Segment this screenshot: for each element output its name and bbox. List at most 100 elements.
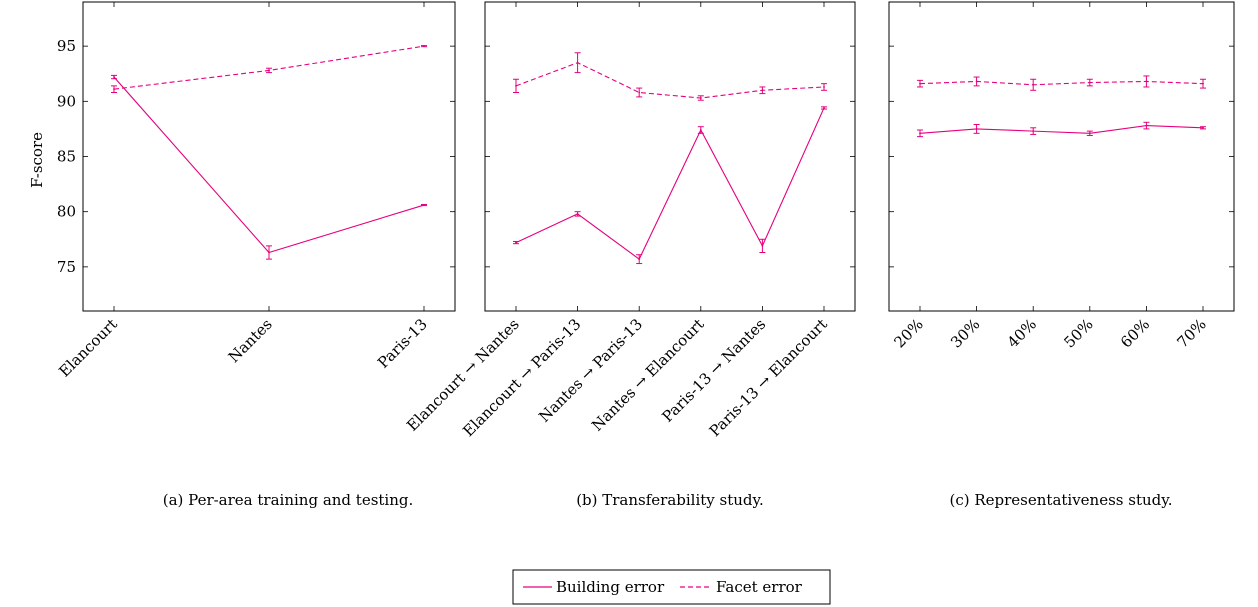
error-bar-facet-error	[266, 67, 272, 74]
data-point-facet-error	[975, 80, 978, 83]
data-point-facet-error	[699, 97, 702, 99]
error-bar-building-error	[1030, 127, 1037, 135]
error-bar-building-error	[759, 238, 766, 254]
data-point-building-error	[576, 212, 579, 215]
error-bar-facet-error	[821, 83, 827, 91]
caption-c: (c) Representativeness study.	[949, 491, 1172, 509]
data-point-building-error	[1032, 130, 1035, 133]
data-point-building-error	[638, 258, 641, 261]
data-point-facet-error	[1202, 82, 1204, 85]
x-tick-label-60: 60%	[1117, 315, 1153, 351]
error-bar-facet-error	[973, 76, 980, 87]
data-point-facet-error	[1032, 83, 1035, 86]
error-bar-facet-error	[111, 85, 117, 93]
series-line-building-error	[919, 125, 1204, 134]
error-bar-building-error	[266, 245, 272, 260]
x-tick-label-20: 20%	[891, 315, 927, 351]
plot-frame	[484, 1, 856, 312]
error-bar-building-error	[111, 74, 117, 80]
legend: Building error Facet error	[512, 569, 831, 605]
legend-label-building: Building error	[556, 578, 665, 596]
error-bar-facet-error	[759, 86, 766, 95]
x-tick-label-nantes-paris-13: Nantes → Paris-13	[535, 315, 646, 426]
plot-frame	[888, 1, 1235, 312]
error-bar-building-error	[636, 254, 643, 265]
series-line-facet-error	[515, 62, 825, 99]
x-tick-label-70: 70%	[1174, 315, 1210, 351]
data-point-facet-error	[638, 91, 641, 94]
data-point-facet-error	[823, 86, 825, 88]
y-tick-label: 90	[57, 92, 76, 110]
x-tick-label-paris-13-elancourt: Paris-13 → Elancourt	[706, 315, 831, 440]
error-bar-building-error	[1200, 126, 1206, 130]
data-point-facet-error	[1145, 80, 1148, 83]
error-bar-facet-error	[1030, 78, 1037, 91]
data-point-building-error	[823, 107, 825, 109]
y-tick-label: 95	[57, 37, 76, 55]
error-bar-facet-error	[1200, 78, 1206, 89]
error-bar-facet-error	[513, 78, 519, 93]
x-tick-label-nantes: Nantes	[225, 315, 276, 366]
y-tick-label: 85	[57, 148, 76, 166]
caption-b: (b) Transferability study.	[576, 491, 764, 509]
data-point-building-error	[1145, 124, 1148, 127]
x-tick-label-30: 30%	[947, 315, 983, 351]
data-point-building-error	[699, 129, 702, 131]
error-bar-facet-error	[421, 45, 427, 48]
error-bar-facet-error	[697, 95, 704, 101]
error-bar-facet-error	[917, 79, 923, 88]
data-point-facet-error	[576, 61, 579, 64]
y-axis-title: F-score	[28, 132, 46, 188]
legend-label-facet: Facet error	[716, 578, 803, 596]
panel-representativeness: 20% 30% 40% 50% 60% 70%	[888, 1, 1235, 351]
data-point-building-error	[268, 251, 270, 254]
data-point-facet-error	[423, 45, 425, 48]
error-bar-building-error	[421, 204, 427, 207]
series-line-building-error	[515, 107, 825, 260]
error-bar-facet-error	[1143, 75, 1150, 88]
x-tick-label-elancourt-paris-13: Elancourt → Paris-13	[459, 315, 584, 440]
data-point-facet-error	[268, 69, 270, 72]
error-bar-building-error	[1143, 121, 1150, 130]
data-point-facet-error	[113, 88, 115, 91]
x-tick-label-40: 40%	[1004, 315, 1040, 351]
error-bar-building-error	[697, 126, 704, 134]
data-point-building-error	[423, 204, 425, 206]
error-bar-building-error	[1086, 130, 1093, 137]
data-point-building-error	[1088, 132, 1091, 135]
y-tick-label: 75	[57, 258, 76, 276]
data-point-building-error	[919, 132, 921, 135]
error-bar-building-error	[513, 240, 519, 245]
data-point-facet-error	[761, 89, 764, 92]
data-point-building-error	[761, 244, 764, 247]
data-point-building-error	[515, 241, 517, 244]
x-tick-label-paris-13: Paris-13	[374, 315, 431, 372]
x-tick-label-nantes-elancourt: Nantes → Elancourt	[588, 315, 708, 435]
y-tick-label: 80	[57, 203, 76, 221]
series-line-facet-error	[919, 80, 1204, 86]
x-tick-label-paris-13-nantes: Paris-13 → Nantes	[658, 315, 769, 426]
error-bar-building-error	[917, 129, 923, 138]
data-point-building-error	[1202, 126, 1204, 129]
error-bar-building-error	[821, 106, 827, 110]
data-point-facet-error	[515, 84, 517, 87]
x-tick-label-50: 50%	[1060, 315, 1096, 351]
x-tick-label-elancourt: Elancourt	[55, 315, 121, 381]
data-point-facet-error	[919, 82, 921, 85]
panel-per-area: 75 80 85 90 95 Elancourt Nantes Paris-13	[55, 1, 456, 381]
error-bar-building-error	[574, 211, 581, 217]
data-point-facet-error	[1088, 81, 1091, 84]
error-bar-building-error	[973, 123, 980, 134]
series-line-building-error	[113, 76, 425, 254]
data-point-building-error	[113, 76, 115, 78]
error-bar-facet-error	[636, 87, 643, 98]
legend-frame	[512, 569, 831, 605]
data-point-building-error	[975, 128, 978, 130]
error-bar-facet-error	[574, 52, 581, 74]
plot-frame	[82, 1, 456, 312]
error-bar-facet-error	[1086, 78, 1093, 87]
series-line-facet-error	[113, 45, 425, 90]
caption-a: (a) Per-area training and testing.	[163, 491, 414, 509]
